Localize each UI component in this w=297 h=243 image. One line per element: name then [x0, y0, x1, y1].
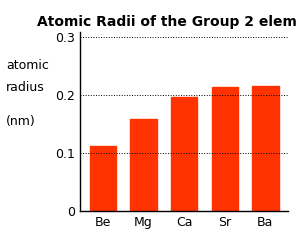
Text: radius: radius: [6, 81, 45, 94]
Text: (nm): (nm): [6, 115, 36, 128]
Bar: [171, 97, 197, 211]
Bar: [211, 87, 238, 211]
Bar: [252, 86, 279, 211]
Title: Atomic Radii of the Group 2 elements: Atomic Radii of the Group 2 elements: [37, 15, 297, 29]
Text: atomic: atomic: [6, 59, 49, 72]
Bar: [130, 119, 157, 211]
Bar: [90, 147, 116, 211]
